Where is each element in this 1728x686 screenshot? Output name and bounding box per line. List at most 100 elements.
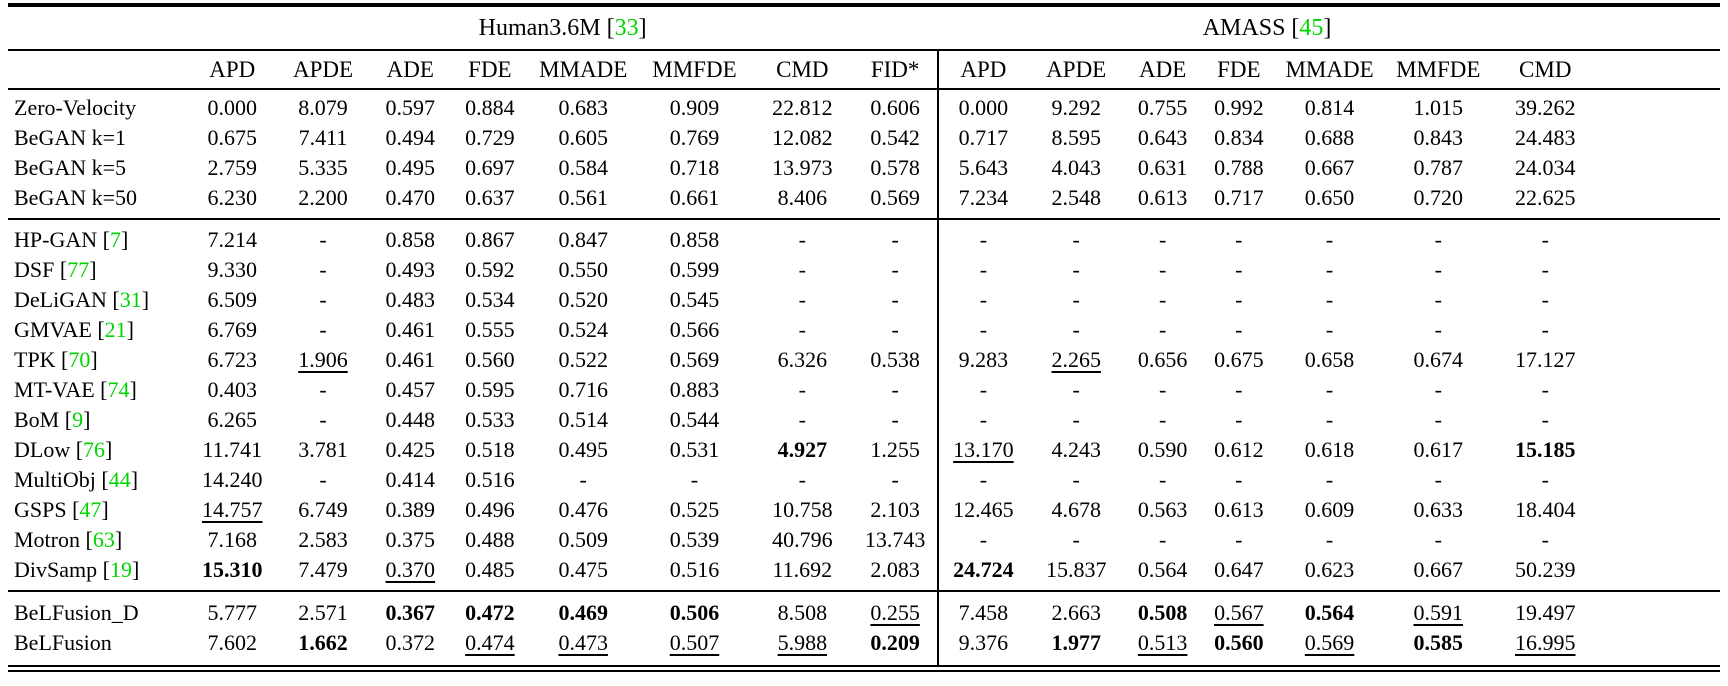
metric-value-cell: 0.631 (1137, 155, 1188, 180)
metric-value-cell: 0.612 (1214, 437, 1264, 462)
metric-value-cell: 0.495 (385, 155, 436, 180)
metric-column-header: APD (187, 50, 277, 90)
metric-value-cell: - (1158, 257, 1167, 282)
citation-link[interactable]: 21 (104, 317, 127, 342)
metric-value-cell: 0.525 (669, 497, 720, 522)
citation-link[interactable]: 9 (72, 407, 84, 432)
metric-value-cell: 2.103 (870, 497, 920, 522)
metric-value-cell: 0.909 (669, 95, 720, 120)
metric-value-cell: 0.563 (1137, 497, 1188, 522)
metric-value-cell: 0.605 (558, 125, 608, 150)
dataset-group-header-row: Human3.6M [33] AMASS [45] (8, 5, 1720, 51)
citation-link[interactable]: 33 (614, 15, 639, 41)
citation-link[interactable]: 44 (108, 467, 131, 492)
metric-value-cell: 19.497 (1493, 590, 1597, 628)
citation-link[interactable]: 63 (92, 527, 115, 552)
second-best-value: 1.906 (298, 347, 348, 372)
metric-value-cell: - (1235, 317, 1243, 342)
right-margin-spacer (1597, 435, 1720, 465)
metric-value-cell: 5.988 (750, 628, 854, 672)
metric-value-cell: - (1434, 377, 1442, 402)
citation-link[interactable]: 31 (119, 287, 142, 312)
metric-value-cell: - (798, 287, 806, 312)
best-value: 0.367 (385, 600, 436, 625)
metric-value-cell: 9.292 (1051, 95, 1101, 120)
metric-value-cell: - (936, 218, 1029, 255)
metric-value-cell: 0.578 (870, 155, 920, 180)
second-best-value: 0.567 (1214, 600, 1264, 625)
dataset-group-label: AMASS [45] (937, 5, 1597, 51)
metric-value-cell: 0.858 (369, 218, 452, 255)
metric-value-cell: 13.973 (772, 155, 833, 180)
citation-link[interactable]: 45 (1299, 15, 1324, 41)
metric-value-cell: 0.524 (558, 317, 608, 342)
citation-link[interactable]: 19 (109, 557, 132, 582)
citation-link[interactable]: 77 (67, 257, 90, 282)
right-margin-spacer (1597, 525, 1720, 555)
second-best-value: 0.474 (465, 630, 515, 655)
right-margin-spacer (1597, 285, 1720, 315)
metric-value-cell: 11.741 (202, 437, 263, 462)
metric-value-cell: 0.560 (465, 347, 515, 372)
method-name-cell: BeLFusion (8, 628, 188, 672)
method-name-cell: TPK [70] (14, 347, 98, 372)
results-table-container: Human3.6M [33] AMASS [45] APD APDE ADE FDE MM… (8, 3, 1720, 672)
metric-value-cell: 2.083 (870, 557, 920, 582)
metric-value-cell: - (750, 218, 854, 255)
metric-value-cell: - (1325, 257, 1334, 282)
metric-value-cell: - (1541, 257, 1549, 282)
metric-value-cell: - (1072, 287, 1080, 312)
metric-value-cell: 0.597 (385, 95, 436, 120)
metric-value-cell: 0.661 (669, 185, 720, 210)
metric-value-cell: 0.555 (465, 317, 515, 342)
metric-value-cell: - (319, 467, 327, 492)
metric-value-cell: 8.079 (298, 95, 348, 120)
table-row: TPK [70] 6.723 1.906 0.461 0.560 0.522 0.569 6.… (8, 345, 1720, 375)
table-row: MT-VAE [74] 0.403 - 0.457 0.595 0.716 0.883 - - -… (8, 375, 1720, 405)
metric-value-cell: 0.509 (558, 527, 608, 552)
right-margin-spacer (1596, 50, 1720, 90)
metric-value-cell: 2.583 (298, 527, 348, 552)
metric-value-cell: 6.326 (777, 347, 828, 372)
proposed-methods-section: BeLFusion_D 5.777 2.571 0.367 0.472 0.469 0.50… (8, 590, 1720, 672)
table-row: DSF [77] 9.330 - 0.493 0.592 0.550 0.599 - - - - - -… (8, 255, 1720, 285)
right-margin-spacer (1597, 375, 1720, 405)
metric-value-cell: 14.757 (188, 495, 277, 525)
best-value: 15.185 (1515, 437, 1576, 462)
metric-column-header: FID* (853, 50, 938, 90)
citation-link[interactable]: 74 (107, 377, 130, 402)
metric-value-cell: 9.330 (207, 257, 258, 282)
metric-value-cell: - (1072, 407, 1080, 432)
table-row: BeGAN k=1 0.675 7.411 0.494 0.729 0.605 0.769 1… (8, 123, 1720, 153)
metric-value-cell: 6.769 (207, 317, 258, 342)
right-margin-spacer (1597, 315, 1720, 345)
metric-value-cell: 0.494 (385, 125, 436, 150)
citation-link[interactable]: 76 (83, 437, 106, 462)
metric-value-cell: 1.255 (870, 437, 920, 462)
metric-value-cell: 0.656 (1137, 347, 1188, 372)
citation-link[interactable]: 70 (68, 347, 91, 372)
metric-value-cell: - (1434, 257, 1442, 282)
metric-value-cell: 0.585 (1382, 628, 1494, 672)
prior-methods-section: HP-GAN [7] 7.214-0.858 0.867 0.847 0.858- - - -… (8, 218, 1720, 591)
citation-link[interactable]: 7 (109, 227, 121, 252)
metric-value-cell: - (1325, 407, 1334, 432)
metric-value-cell: 0.367 (369, 590, 452, 628)
metric-value-cell: 7.479 (298, 557, 348, 582)
right-margin-spacer (1597, 153, 1720, 183)
metric-value-cell: 2.571 (276, 590, 370, 628)
metric-value-cell: 6.723 (207, 347, 258, 372)
right-margin-spacer (1596, 590, 1720, 628)
metric-value-cell: 0.425 (385, 437, 436, 462)
metric-value-cell: 5.777 (187, 590, 277, 628)
citation-link[interactable]: 47 (79, 497, 102, 522)
benchmark-results-table: Human3.6M [33] AMASS [45] APD APDE ADE FDE MM… (8, 3, 1720, 672)
metric-value-cell: 39.262 (1515, 95, 1576, 120)
metric-value-cell: 0.674 (1413, 347, 1464, 372)
metric-value-cell: - (1158, 527, 1167, 552)
table-row: BeLFusion_D 5.777 2.571 0.367 0.472 0.469 0.50… (8, 590, 1720, 628)
metric-value-cell: 0.606 (870, 95, 920, 120)
metric-value-cell: 0.508 (1124, 590, 1202, 628)
metric-value-cell: 6.230 (207, 185, 258, 210)
metric-value-cell: 0.592 (465, 257, 515, 282)
